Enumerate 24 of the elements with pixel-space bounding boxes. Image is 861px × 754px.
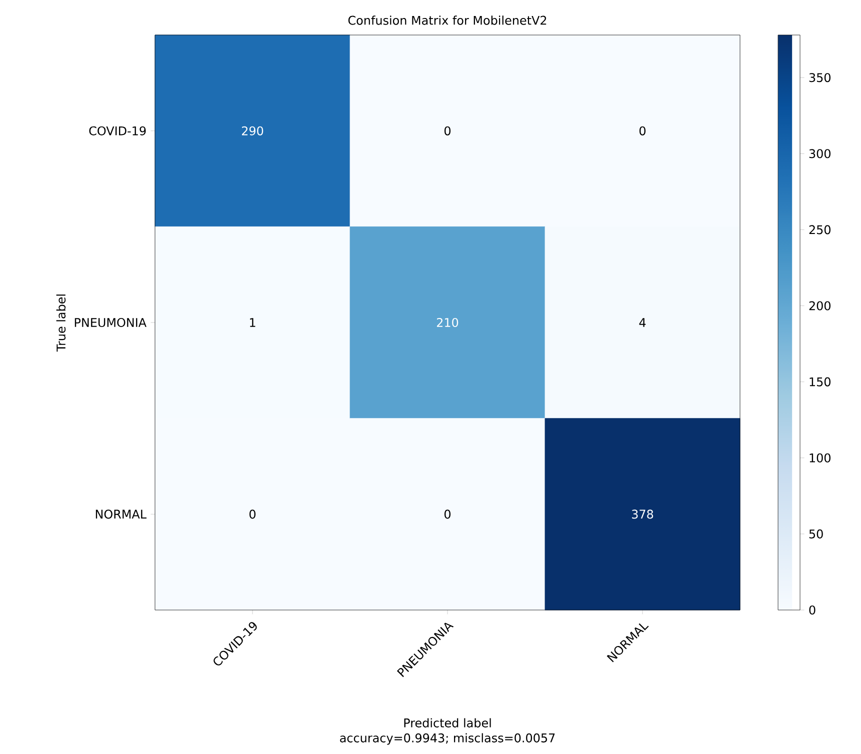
- text: accuracy=0.9943; misclass=0.0057: [340, 733, 555, 745]
- y-tick-label: COVID-19: [89, 126, 146, 136]
- color-bar-label: 250: [809, 225, 830, 234]
- data-label: 0: [444, 510, 451, 519]
- data-label: 290: [242, 126, 264, 136]
- y-tick-label: NORMAL: [96, 510, 146, 519]
- color-bar-label: 350: [809, 73, 830, 82]
- y-tick-label: PNEUMONIA: [74, 318, 146, 328]
- data-label: 378: [632, 510, 654, 519]
- data-label: 0: [639, 126, 646, 136]
- data-label: 1: [250, 318, 256, 327]
- x-axis-title: Predicted label: [404, 718, 491, 728]
- chart-title: Confusion Matrix for MobilenetV2: [348, 16, 546, 25]
- color-bar-label: 200: [809, 301, 830, 310]
- data-label: 4: [639, 318, 646, 327]
- data-label: 210: [436, 318, 458, 328]
- y-axis-title: True label: [56, 294, 66, 352]
- color-bar-label: 100: [810, 453, 830, 462]
- data-label: 0: [444, 126, 451, 136]
- color-bar-label: 300: [809, 149, 830, 158]
- data-label: 0: [249, 510, 256, 519]
- color-bar-label: 0: [809, 605, 816, 615]
- color-bar-label: 50: [809, 529, 823, 538]
- color-bar-label: 150: [810, 377, 830, 386]
